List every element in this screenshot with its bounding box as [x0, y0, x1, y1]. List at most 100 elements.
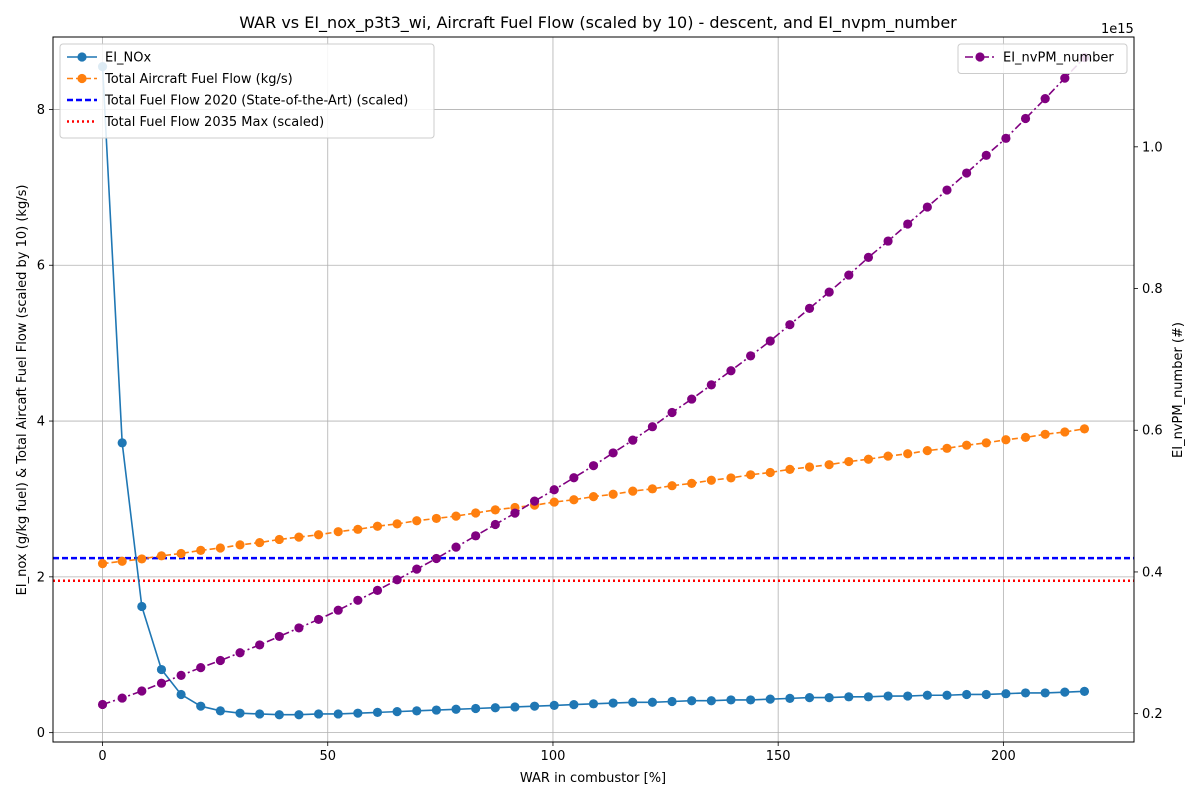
- data-point: [824, 460, 834, 470]
- data-point: [942, 690, 952, 700]
- data-point: [883, 691, 893, 701]
- data-point: [196, 701, 206, 711]
- data-point: [471, 531, 481, 541]
- data-point: [647, 484, 658, 494]
- data-point: [451, 511, 461, 521]
- y-left-tick-label: 8: [37, 103, 45, 118]
- data-point: [863, 692, 874, 702]
- data-point: [667, 481, 677, 491]
- y-left-tick-label: 0: [37, 726, 45, 741]
- data-point: [588, 699, 599, 709]
- data-point: [942, 443, 952, 453]
- data-point: [490, 519, 500, 530]
- data-point: [687, 394, 697, 404]
- data-point: [176, 548, 186, 559]
- data-point: [706, 475, 716, 485]
- data-point: [529, 701, 540, 711]
- grid-lines: [53, 37, 1134, 742]
- data-point: [1040, 94, 1050, 104]
- data-point: [549, 497, 559, 507]
- y-left-tick-label: 2: [37, 570, 45, 585]
- x-tick-label: 150: [766, 749, 791, 764]
- data-point: [215, 706, 225, 716]
- data-point: [1001, 435, 1011, 445]
- data-point: [255, 640, 265, 650]
- data-point: [215, 655, 225, 666]
- data-point: [588, 461, 599, 471]
- data-point: [1079, 424, 1090, 434]
- data-point: [412, 564, 422, 574]
- data-point: [706, 380, 716, 390]
- y-right-tick-label: 0.2: [1142, 707, 1163, 722]
- x-tick-label: 50: [319, 749, 336, 764]
- plot-frame: [52, 36, 1135, 743]
- data-point: [628, 697, 638, 707]
- data-point: [137, 686, 147, 696]
- legend-label: Total Aircraft Fuel Flow (kg/s): [104, 72, 293, 87]
- data-point: [1020, 432, 1031, 443]
- y-right-tick-label: 0.8: [1142, 282, 1163, 297]
- data-point: [962, 168, 972, 178]
- data-point: [431, 553, 441, 564]
- x-tick-label: 200: [991, 749, 1016, 764]
- data-point: [372, 521, 383, 531]
- data-point: [569, 700, 579, 710]
- data-point: [1001, 689, 1011, 699]
- data-point: [196, 663, 206, 673]
- data-point: [451, 542, 461, 552]
- data-point: [746, 470, 756, 480]
- data-point: [392, 575, 402, 585]
- data-point: [765, 467, 775, 478]
- data-point: [196, 545, 206, 555]
- data-point: [942, 185, 952, 195]
- data-point: [903, 449, 913, 459]
- data-point: [490, 505, 500, 515]
- data-point: [962, 689, 972, 700]
- legend-label: Total Fuel Flow 2035 Max (scaled): [104, 115, 324, 130]
- reference-lines: [53, 556, 1134, 582]
- series-line: [101, 66, 1085, 716]
- data-point: [117, 556, 127, 566]
- data-point: [588, 492, 599, 502]
- data-point: [981, 689, 991, 700]
- data-point: [883, 236, 893, 246]
- legend-left: EI_NOx Total Aircraft Fuel Flow (kg/s) Tot…: [59, 43, 435, 139]
- legend-box: [957, 43, 1128, 74]
- data-point: [922, 690, 932, 700]
- data-point: [569, 473, 579, 483]
- data-point: [647, 422, 658, 432]
- y-axis-label-right: EI_nvPM_number (#): [1171, 322, 1186, 458]
- y-right-tick-label: 0.4: [1142, 565, 1163, 580]
- data-point: [412, 516, 422, 526]
- series-line: [102, 56, 1086, 706]
- series-group: [97, 62, 1090, 720]
- data-point: [333, 709, 343, 719]
- data-point: [137, 601, 147, 612]
- data-point: [726, 695, 736, 705]
- data-point: [353, 524, 363, 534]
- data-point: [844, 270, 854, 280]
- legend-label: EI_nvPM_number: [1003, 51, 1114, 66]
- y-axis-label-left: EI_nox (g/kg fuel) & Total Aircaft Fuel …: [15, 185, 30, 596]
- data-point: [1040, 429, 1050, 439]
- data-point: [687, 696, 697, 706]
- data-point: [706, 696, 716, 706]
- data-point: [1060, 427, 1070, 437]
- legend-swatch-marker: [77, 73, 87, 84]
- data-point: [785, 693, 795, 703]
- data-point: [883, 451, 893, 461]
- data-point: [804, 303, 815, 313]
- data-point: [156, 551, 167, 561]
- data-point: [903, 691, 913, 701]
- data-point: [667, 696, 677, 707]
- data-point: [353, 708, 363, 718]
- data-point: [863, 252, 874, 262]
- data-point: [726, 473, 736, 483]
- data-point: [981, 438, 991, 448]
- data-point: [274, 631, 284, 642]
- data-point: [726, 366, 736, 376]
- data-point: [294, 532, 304, 542]
- data-point: [628, 435, 638, 445]
- data-point: [981, 150, 991, 160]
